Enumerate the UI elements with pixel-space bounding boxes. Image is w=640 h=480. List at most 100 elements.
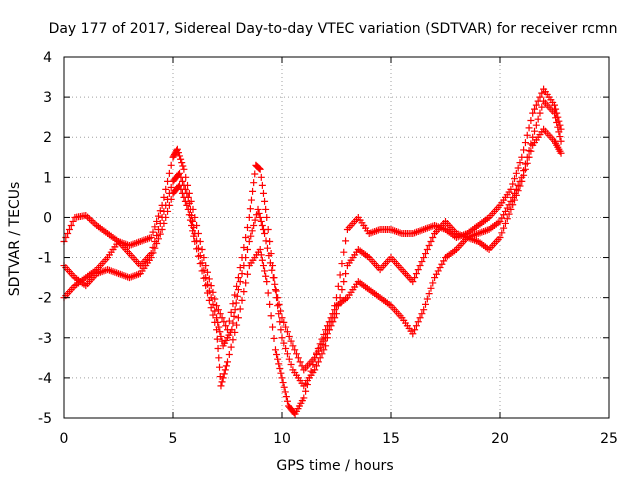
- data-point: [276, 365, 284, 373]
- data-point: [176, 169, 184, 177]
- data-point: [219, 374, 227, 382]
- data-point: [205, 296, 213, 304]
- plot-frame: [63, 56, 610, 419]
- data-point: [194, 244, 202, 252]
- data-point: [263, 213, 271, 221]
- data-point: [412, 322, 420, 330]
- data-point: [229, 336, 237, 344]
- data-point: [204, 268, 212, 276]
- data-point: [250, 221, 258, 229]
- data-point: [167, 183, 175, 191]
- data-point: [177, 173, 185, 181]
- data-point: [412, 270, 420, 278]
- data-point: [255, 164, 263, 172]
- data-point: [233, 321, 241, 329]
- data-point: [162, 213, 170, 221]
- data-point: [89, 218, 97, 226]
- data-point: [147, 234, 155, 241]
- data-point: [285, 355, 293, 363]
- data-point: [420, 306, 428, 314]
- data-point: [511, 189, 519, 197]
- data-point: [234, 286, 242, 294]
- data-point: [176, 152, 184, 160]
- data-point: [154, 235, 162, 243]
- data-point: [264, 289, 272, 297]
- data-point: [555, 128, 563, 136]
- data-point: [414, 318, 422, 326]
- data-point: [302, 387, 310, 395]
- data-point: [69, 217, 77, 225]
- data-point: [225, 317, 233, 325]
- data-point: [336, 271, 344, 279]
- data-point: [525, 124, 533, 132]
- data-point: [229, 319, 237, 327]
- data-point: [434, 267, 442, 275]
- data-point: [213, 326, 221, 334]
- data-point: [277, 369, 285, 377]
- data-point: [245, 238, 253, 246]
- data-point: [216, 310, 224, 318]
- data-point: [177, 155, 185, 163]
- data-point: [209, 288, 217, 296]
- data-point: [316, 340, 324, 348]
- data-point: [243, 270, 251, 278]
- data-point: [259, 189, 267, 197]
- data-point: [282, 323, 290, 331]
- data-point: [178, 177, 186, 185]
- data-point: [529, 133, 537, 141]
- data-point: [521, 160, 529, 168]
- data-point: [257, 217, 265, 225]
- data-point: [554, 123, 562, 131]
- data-point: [318, 335, 326, 343]
- data-point: [202, 262, 210, 270]
- data-point: [503, 215, 511, 223]
- data-point: [242, 254, 250, 262]
- data-point: [234, 274, 242, 282]
- data-point: [225, 350, 233, 358]
- data-point: [236, 305, 244, 313]
- data-point: [274, 302, 282, 310]
- data-point: [167, 161, 175, 169]
- data-point: [518, 173, 526, 181]
- data-point: [342, 270, 350, 278]
- data-point: [320, 346, 328, 354]
- data-point: [196, 260, 204, 268]
- data-point: [329, 310, 337, 318]
- x-tick-label: 5: [169, 431, 178, 447]
- data-point: [322, 334, 330, 342]
- data-point: [279, 379, 287, 387]
- data-point: [327, 314, 335, 322]
- data-point: [257, 251, 265, 259]
- x-tick-label: 25: [600, 431, 618, 447]
- data-point: [536, 93, 544, 101]
- data-point: [202, 274, 210, 282]
- data-point: [431, 274, 439, 282]
- data-point: [211, 295, 219, 303]
- data-point: [538, 103, 546, 111]
- data-point: [209, 300, 217, 308]
- data-point: [509, 180, 517, 188]
- data-point: [274, 294, 282, 302]
- data-point: [532, 101, 540, 109]
- data-point: [259, 225, 267, 233]
- data-point: [276, 318, 284, 326]
- data-point: [247, 232, 255, 240]
- x-axis-label: GPS time / hours: [276, 458, 393, 474]
- data-point: [87, 216, 95, 224]
- data-point: [275, 300, 283, 308]
- data-point: [247, 196, 255, 204]
- data-point: [211, 318, 219, 326]
- data-point: [340, 278, 348, 286]
- data-point: [500, 211, 508, 219]
- data-point: [248, 227, 256, 235]
- y-tick-label: 1: [43, 170, 52, 186]
- data-point: [165, 169, 173, 177]
- data-point: [251, 216, 259, 224]
- data-point: [283, 328, 291, 336]
- data-point: [269, 274, 277, 282]
- data-point: [238, 270, 246, 278]
- data-point: [238, 296, 246, 304]
- data-point: [281, 388, 289, 396]
- data-point: [429, 279, 437, 287]
- data-point: [323, 322, 331, 330]
